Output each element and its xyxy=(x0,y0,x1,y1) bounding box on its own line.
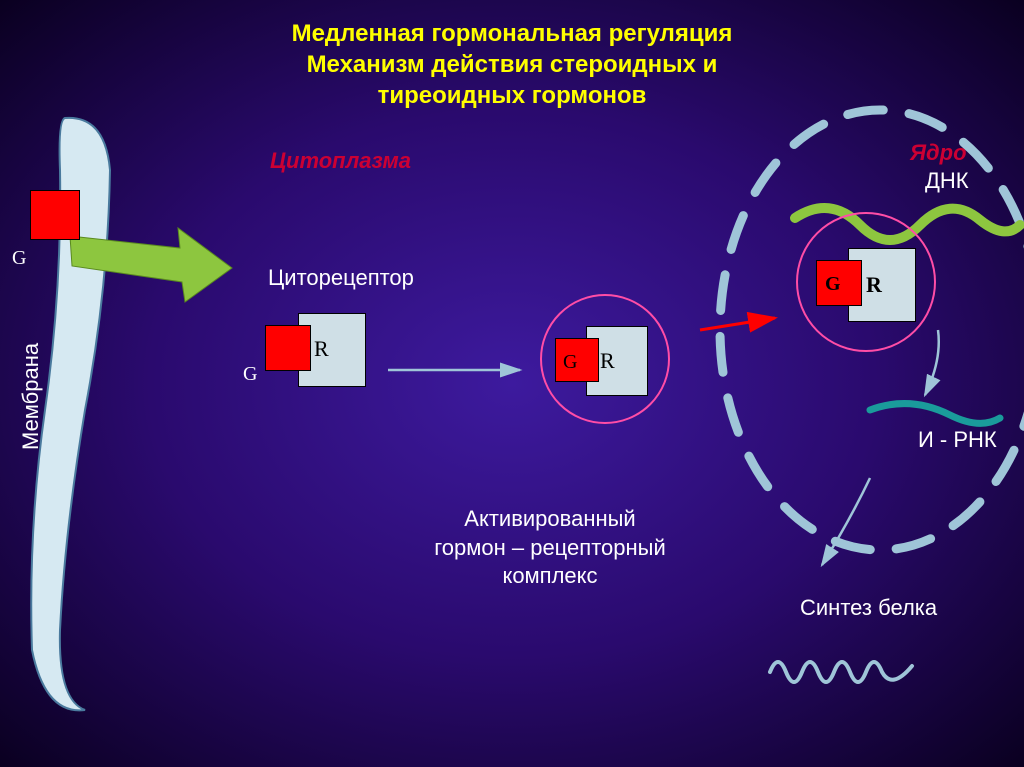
arrow-to-mrna xyxy=(925,330,939,395)
arrow-to-nucleus xyxy=(700,318,775,330)
cytoplasm-label: Цитоплазма xyxy=(270,148,411,174)
synthesis-label: Синтез белка xyxy=(800,595,937,621)
complex-line-1: Активированный xyxy=(420,505,680,534)
title-line-1: Медленная гормональная регуляция xyxy=(0,18,1024,49)
g-label-1: G xyxy=(12,247,26,270)
mrna-label: И - РНК xyxy=(918,427,997,453)
g-label-3: G xyxy=(563,351,577,374)
g-label-4: G xyxy=(825,273,841,296)
complex-line-2: гормон – рецепторный xyxy=(420,534,680,563)
title-line-3: тиреоидных гормонов xyxy=(0,80,1024,111)
diagram-title: Медленная гормональная регуляция Механиз… xyxy=(0,0,1024,112)
cytoreceptor-label: Циторецептор xyxy=(268,265,414,291)
mrna-strand xyxy=(870,404,1000,424)
hormone-box-1 xyxy=(30,190,80,240)
complex-label: Активированный гормон – рецепторный комп… xyxy=(420,505,680,591)
r-label-3: R xyxy=(866,272,882,298)
g-label-2: G xyxy=(243,363,257,386)
complex-line-3: комплекс xyxy=(420,562,680,591)
r-label-2: R xyxy=(600,348,615,374)
membrane-label: Мембрана xyxy=(18,343,44,450)
diagram-overlay xyxy=(0,0,1024,767)
r-label-1: R xyxy=(314,336,329,362)
dna-label: ДНК xyxy=(925,168,969,194)
nucleus-label: Ядро xyxy=(910,140,967,166)
protein-spiral xyxy=(770,662,912,682)
hormone-box-2 xyxy=(265,325,311,371)
title-line-2: Механизм действия стероидных и xyxy=(0,49,1024,80)
arrow-to-synthesis xyxy=(822,478,870,565)
